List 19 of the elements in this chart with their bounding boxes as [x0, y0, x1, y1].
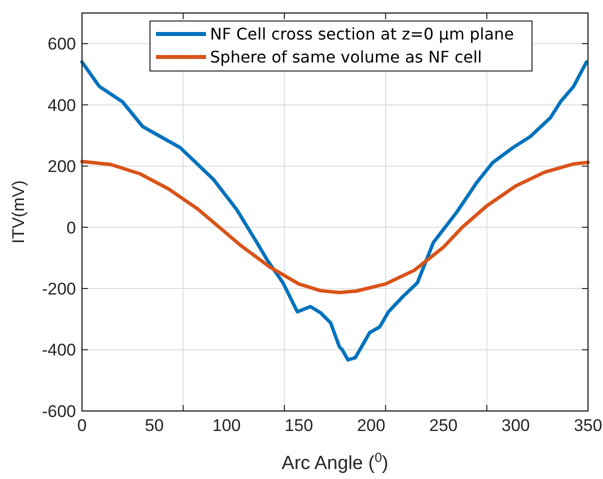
y-tick-label: 200 [48, 157, 76, 176]
y-tick-label: 600 [48, 34, 76, 54]
x-tick-label: 350 [574, 416, 602, 435]
x-tick-label: 50 [144, 416, 164, 435]
legend-label: Sphere of same volume as NF cell [210, 48, 482, 67]
y-tick-label: 400 [48, 96, 76, 115]
y-axis-title: ITV(mV) [9, 180, 28, 244]
x-axis-title: Arc Angle ($^{0}$) [282, 450, 388, 474]
x-tick-label: 100 [212, 416, 241, 435]
line-series [80, 160, 590, 294]
y-tick-label: -200 [42, 279, 76, 298]
x-tick-label: 250 [429, 416, 458, 435]
x-tick-label: 200 [356, 416, 386, 435]
y-tick-label: -400 [42, 340, 76, 360]
y-tick-label: 0 [66, 218, 76, 238]
legend-label: NF Cell cross section at z=0 μm plane [210, 24, 514, 44]
x-tick-label: 300 [502, 416, 530, 435]
x-tick-label: 150 [284, 416, 314, 435]
y-tick-label: -600 [42, 402, 76, 421]
